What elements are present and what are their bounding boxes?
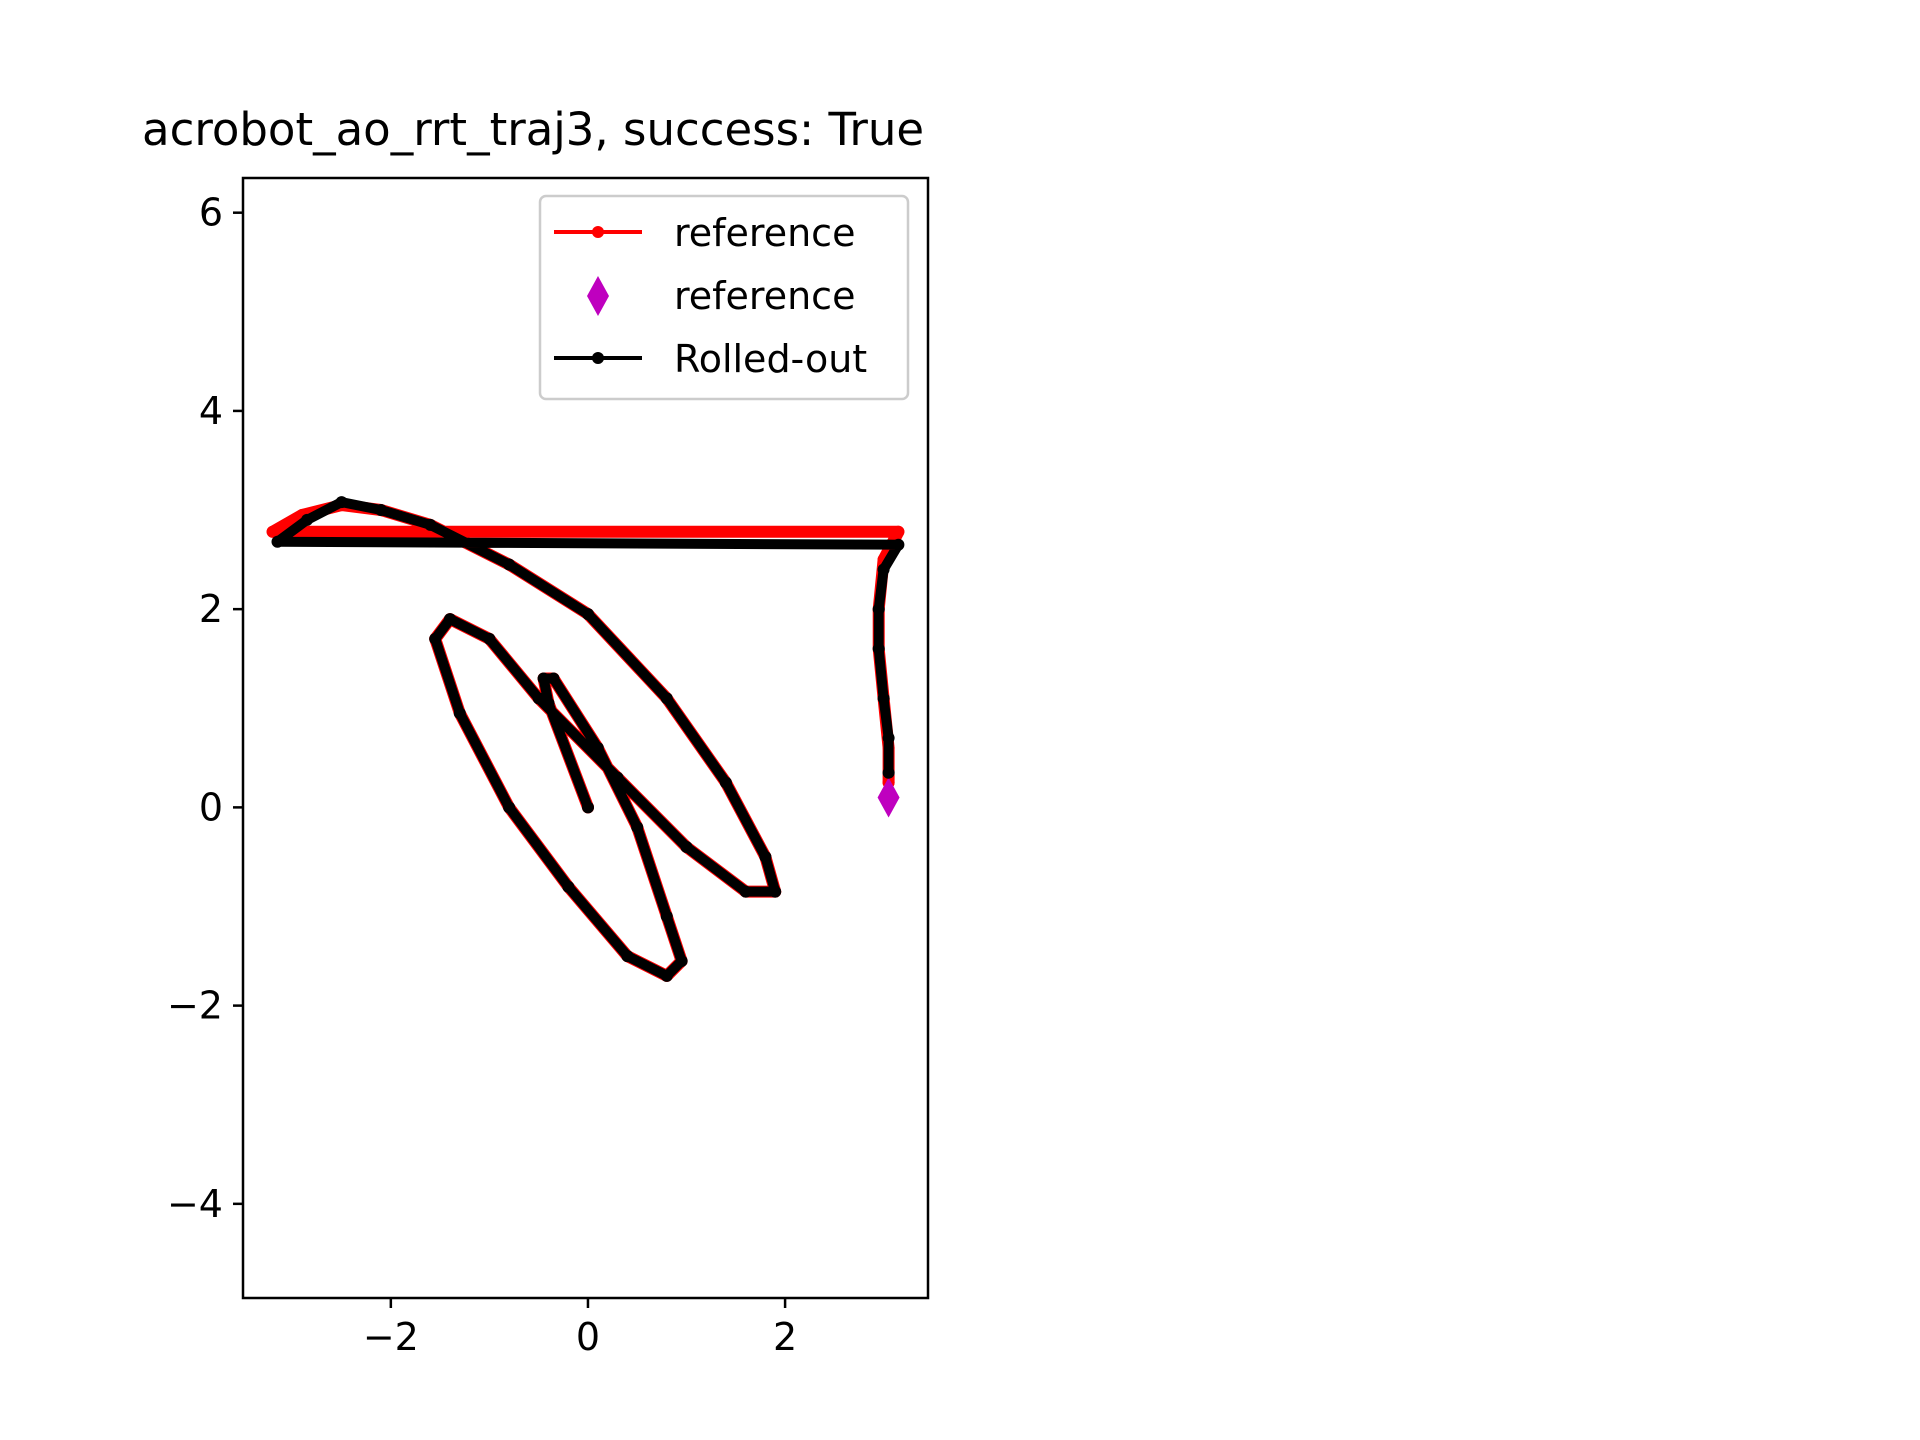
legend-label-rolled-out: Rolled-out	[674, 337, 867, 381]
series-2-point-13	[429, 632, 442, 645]
series-0-point-31	[892, 525, 905, 538]
series-2-point-1	[542, 697, 555, 710]
series-2-point-31	[892, 538, 905, 551]
legend-entry-rolled-out: Rolled-out	[554, 337, 867, 381]
series-2-point-24	[582, 608, 594, 621]
series-2-point-27	[375, 504, 387, 516]
series-2-point-8	[660, 969, 673, 982]
series-2-point-30	[271, 535, 284, 548]
series-2-point-20	[769, 885, 782, 898]
series-1	[877, 777, 900, 818]
series-2-point-3	[547, 672, 560, 685]
x-tick-label-1: 0	[576, 1315, 600, 1359]
series-2-point-28	[335, 496, 348, 509]
series-2-point-32	[877, 563, 890, 576]
series-2-point-12	[453, 707, 466, 720]
y-tick-label-2: 0	[199, 785, 223, 829]
series-2-point-25	[503, 558, 516, 571]
series-0-point-30	[266, 525, 279, 538]
series-2-point-4	[591, 741, 604, 754]
series-2-point-36	[882, 732, 895, 744]
series-2-point-33	[872, 603, 885, 616]
legend-box	[538, 194, 910, 401]
legend-swatch-red-marker	[592, 226, 604, 238]
series-2-point-0	[582, 801, 594, 814]
legend-label-reference-marker: reference	[674, 274, 855, 318]
series-2-point-29	[301, 513, 314, 526]
series-2-point-19	[739, 885, 752, 898]
legend-entry-reference-line: reference	[554, 211, 855, 255]
series-2-point-37	[882, 766, 895, 779]
legend-label-reference-line: reference	[674, 211, 855, 255]
y-tick-label-3: 2	[199, 587, 223, 631]
y-axis: −4 −2 0 2 4 6	[167, 191, 243, 1226]
series-2-point-6	[660, 910, 673, 923]
series-2-point-11	[503, 801, 516, 814]
series-2-line	[272, 497, 904, 981]
series-2-point-9	[621, 950, 634, 963]
series-2-point-5	[631, 821, 644, 834]
series-2-point-2	[537, 672, 550, 685]
series-2-point-34	[872, 642, 885, 655]
y-tick-label-0: −4	[167, 1182, 223, 1226]
series-2	[271, 496, 905, 982]
series-2-point-14	[444, 613, 456, 626]
x-tick-label-2: 2	[773, 1315, 797, 1359]
series-2-point-16	[532, 692, 545, 705]
legend-swatch-black-marker	[592, 352, 604, 364]
y-tick-label-1: −2	[167, 984, 223, 1028]
series-2-point-35	[877, 692, 890, 705]
series-2-point-21	[759, 850, 772, 863]
series-2-point-15	[483, 632, 496, 645]
series-2-point-7	[675, 955, 688, 967]
series-2-point-22	[719, 776, 732, 789]
legend-swatch-diamond-marker	[587, 276, 609, 316]
y-tick-label-5: 6	[199, 191, 223, 235]
series-2-point-23	[660, 692, 673, 705]
x-axis: −2 0 2	[363, 1298, 797, 1359]
series-layer	[266, 496, 905, 982]
series-2-point-18	[680, 841, 693, 853]
legend: reference reference Rolled-out	[538, 194, 910, 401]
plot-area	[241, 176, 930, 1300]
legend-entry-reference-marker: reference	[587, 274, 855, 318]
x-tick-label-0: −2	[363, 1315, 419, 1359]
y-tick-label-4: 4	[199, 389, 223, 433]
series-1-diamond-0	[877, 777, 900, 818]
series-2-point-17	[611, 771, 624, 784]
axes-frame	[241, 176, 930, 1300]
chart-title: acrobot_ao_rrt_traj3, success: True	[142, 103, 924, 156]
series-2-point-10	[562, 880, 575, 893]
series-2-point-26	[424, 518, 437, 531]
